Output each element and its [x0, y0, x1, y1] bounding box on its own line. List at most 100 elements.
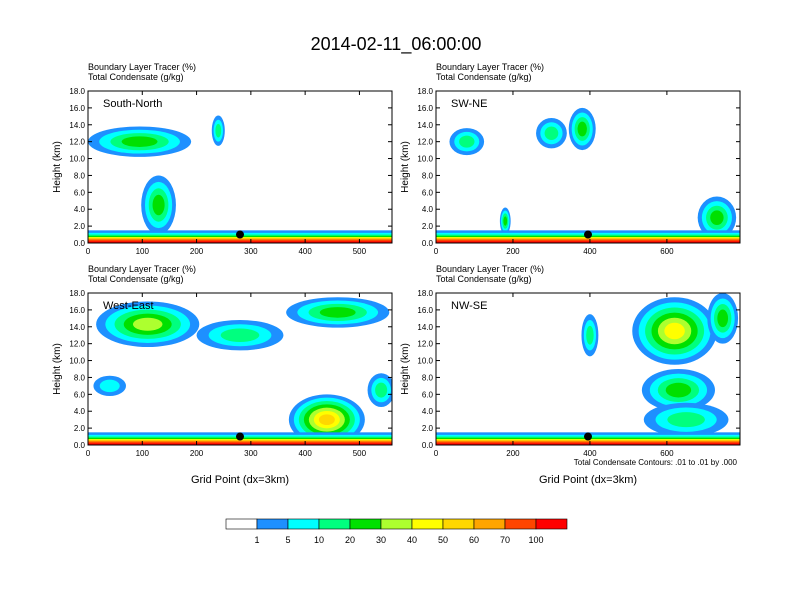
- location-marker: [584, 432, 592, 441]
- colorbar-swatch: [256, 518, 289, 530]
- panel-nw-se: Boundary Layer Tracer (%)Total Condensat…: [400, 264, 741, 486]
- y-tick-label: 2.0: [422, 424, 434, 433]
- panel-subtitle-condensate: Total Condensate (g/kg): [88, 274, 184, 284]
- colorbar-swatch: [473, 518, 506, 530]
- plot-frame: [435, 292, 741, 446]
- colorbar-label: 20: [345, 535, 355, 545]
- cloud-level-3: [215, 123, 222, 138]
- cloud-level-4: [319, 307, 356, 318]
- panel-sw-ne: Boundary Layer Tracer (%)Total Condensat…: [400, 62, 741, 256]
- cloud-region: [88, 126, 192, 157]
- y-tick-label: 0.0: [74, 441, 86, 450]
- figure-title: 2014-02-11_06:00:00: [311, 34, 482, 55]
- y-tick-label: 6.0: [422, 188, 434, 197]
- cloud-level-3: [459, 135, 475, 148]
- colorbar-swatch: [504, 518, 537, 530]
- y-tick-label: 18.0: [69, 87, 85, 96]
- x-tick-label: 100: [136, 449, 150, 458]
- location-marker: [236, 230, 244, 239]
- x-tick-label: 500: [353, 449, 367, 458]
- y-axis-label: Height (km): [400, 343, 411, 395]
- y-tick-label: 8.0: [74, 171, 86, 180]
- y-tick-label: 4.0: [74, 205, 86, 214]
- panel-west-east: Boundary Layer Tracer (%)Total Condensat…: [52, 264, 393, 486]
- y-tick-label: 10.0: [417, 155, 433, 164]
- panel-subtitle-tracer: Boundary Layer Tracer (%): [436, 62, 544, 72]
- cloud-region: [367, 373, 392, 407]
- boundary-layer-level-10: [436, 241, 740, 243]
- y-axis-label: Height (km): [52, 343, 63, 395]
- y-axis-label: Height (km): [52, 141, 63, 193]
- x-tick-label: 600: [660, 449, 674, 458]
- x-tick-label: 200: [190, 449, 204, 458]
- y-tick-label: 10.0: [417, 357, 433, 366]
- y-tick-label: 14.0: [417, 323, 433, 332]
- plot-background: [88, 91, 392, 243]
- y-tick-label: 18.0: [417, 289, 433, 298]
- cloud-level-4: [121, 136, 158, 147]
- field-layer: [436, 293, 740, 445]
- colorbar-swatch: [442, 518, 475, 530]
- panel-subtitle-tracer: Boundary Layer Tracer (%): [88, 264, 196, 274]
- cloud-level-3: [375, 382, 388, 398]
- cloud-level-3: [586, 325, 594, 345]
- y-tick-label: 14.0: [69, 121, 85, 130]
- y-tick-label: 6.0: [74, 390, 86, 399]
- y-tick-label: 4.0: [422, 407, 434, 416]
- panel-subtitle-condensate: Total Condensate (g/kg): [436, 274, 532, 284]
- y-tick-label: 12.0: [417, 138, 433, 147]
- y-tick-label: 12.0: [417, 340, 433, 349]
- cloud-level-4: [577, 121, 587, 137]
- y-tick-label: 2.0: [422, 222, 434, 231]
- cloud-level-2: [99, 379, 120, 393]
- panel-subtitle-condensate: Total Condensate (g/kg): [436, 72, 532, 82]
- x-tick-label: 400: [298, 449, 312, 458]
- panel-label: West-East: [103, 300, 154, 312]
- x-tick-label: 600: [660, 247, 674, 256]
- y-tick-label: 16.0: [69, 104, 85, 113]
- y-tick-label: 6.0: [74, 188, 86, 197]
- colorbar-swatch: [535, 518, 568, 530]
- colorbar-swatch: [318, 518, 351, 530]
- x-tick-label: 400: [583, 449, 597, 458]
- colorbar-label: 1: [254, 535, 259, 545]
- x-tick-label: 0: [434, 449, 439, 458]
- field-layer: [436, 91, 740, 243]
- colorbar-swatch: [411, 518, 444, 530]
- colorbar-label: 40: [407, 535, 417, 545]
- cloud-region: [568, 107, 596, 151]
- colorbar-swatch: [349, 518, 382, 530]
- cloud-region: [697, 196, 737, 239]
- panel-label: South-North: [103, 98, 162, 110]
- boundary-layer-level-10: [436, 443, 740, 445]
- cloud-level-6: [664, 322, 685, 340]
- cloud-region: [288, 394, 365, 445]
- colorbar-label: 5: [285, 535, 290, 545]
- colorbar-swatch: [287, 518, 320, 530]
- x-tick-label: 500: [353, 247, 367, 256]
- cloud-region: [641, 369, 715, 412]
- y-axis-label: Height (km): [400, 141, 411, 193]
- field-layer: [88, 91, 392, 243]
- y-tick-label: 2.0: [74, 222, 86, 231]
- cloud-region: [211, 115, 225, 146]
- y-tick-label: 4.0: [74, 407, 86, 416]
- boundary-layer-level-10: [88, 443, 392, 445]
- x-tick-label: 0: [86, 247, 91, 256]
- plot-frame: [87, 90, 393, 244]
- y-tick-label: 0.0: [422, 239, 434, 248]
- x-tick-label: 400: [298, 247, 312, 256]
- y-tick-label: 0.0: [74, 239, 86, 248]
- x-tick-label: 200: [506, 247, 520, 256]
- y-tick-label: 10.0: [69, 155, 85, 164]
- x-tick-label: 300: [244, 247, 258, 256]
- y-tick-label: 18.0: [69, 289, 85, 298]
- x-axis-label: Grid Point (dx=3km): [191, 474, 289, 486]
- colorbar-label: 60: [469, 535, 479, 545]
- colorbar-label: 50: [438, 535, 448, 545]
- x-tick-label: 400: [583, 247, 597, 256]
- plot-frame: [87, 292, 393, 446]
- panel-label: SW-NE: [451, 98, 487, 110]
- y-tick-label: 16.0: [417, 306, 433, 315]
